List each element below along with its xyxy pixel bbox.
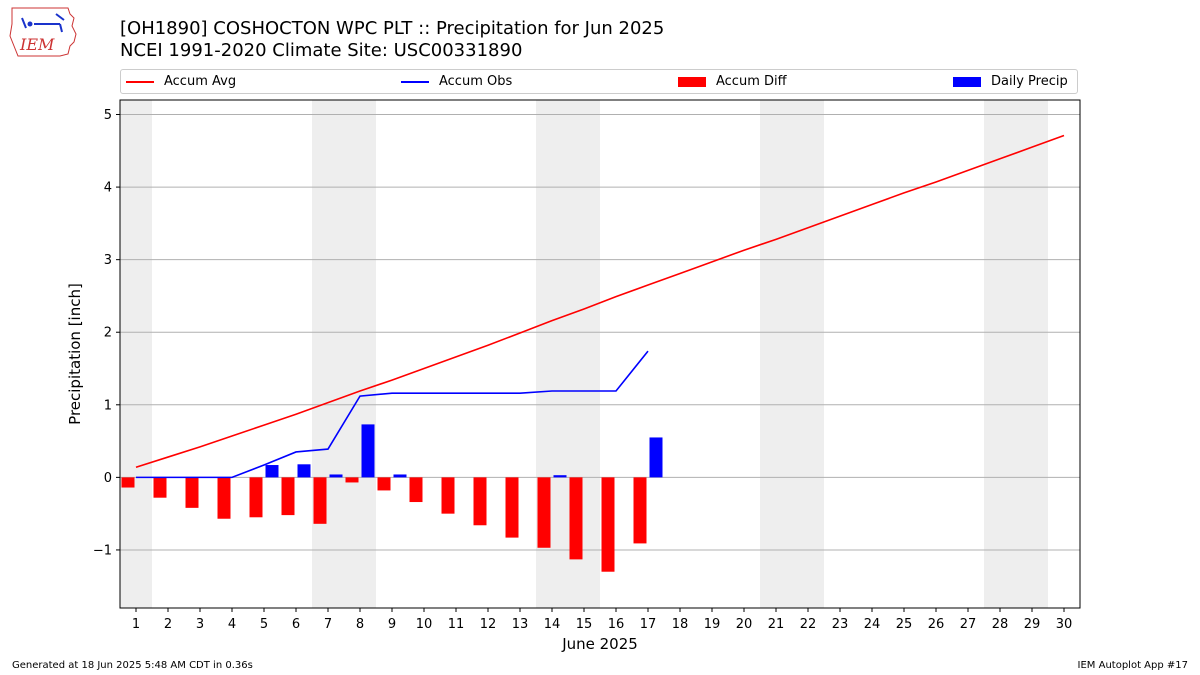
logo-text: IEM <box>19 35 55 54</box>
diff-bar <box>281 477 295 516</box>
diff-bar <box>345 477 359 483</box>
daily-precip-bar <box>329 474 343 478</box>
x-tick-label: 23 <box>832 617 849 632</box>
legend-swatch-daily <box>953 76 981 87</box>
accum-avg-line <box>135 134 1065 468</box>
diff-bar <box>249 477 263 518</box>
y-tick-label: 3 <box>104 253 112 268</box>
x-tick-label: 29 <box>1024 617 1041 632</box>
x-tick-label: 5 <box>260 617 268 632</box>
y-tick-label: −1 <box>93 543 112 558</box>
legend-swatch-diff <box>678 76 706 87</box>
legend-item-accum-diff: Accum Diff <box>678 70 787 93</box>
y-tick-label: 4 <box>104 181 112 196</box>
diff-bar <box>153 477 167 498</box>
legend-swatch-obs <box>401 80 429 83</box>
x-tick-label: 12 <box>480 617 497 632</box>
generated-note: Generated at 18 Jun 2025 5:48 AM CDT in … <box>12 660 253 671</box>
x-tick-label: 4 <box>228 617 236 632</box>
weekend-band <box>760 100 824 608</box>
diff-bar <box>601 477 615 572</box>
weekend-band <box>120 100 152 608</box>
diff-bar <box>441 477 455 514</box>
x-tick-label: 28 <box>992 617 1009 632</box>
legend-item-accum-obs: Accum Obs <box>401 70 512 93</box>
diff-bar <box>313 477 327 524</box>
x-tick-label: 2 <box>164 617 172 632</box>
daily-precip-bar <box>649 437 663 478</box>
x-tick-label: 18 <box>672 617 689 632</box>
legend-label-accum-diff: Accum Diff <box>716 74 787 89</box>
app-note: IEM Autoplot App #17 <box>1077 660 1188 671</box>
x-tick-label: 14 <box>544 617 561 632</box>
weekend-band <box>312 100 376 608</box>
legend-swatch-avg <box>126 80 154 83</box>
x-tick-label: 17 <box>640 617 657 632</box>
y-tick-label: 0 <box>104 471 112 486</box>
x-tick-label: 16 <box>608 617 625 632</box>
diff-bar <box>473 477 487 526</box>
legend-item-accum-avg: Accum Avg <box>126 70 236 93</box>
x-tick-label: 13 <box>512 617 529 632</box>
legend-label-accum-obs: Accum Obs <box>439 74 513 89</box>
daily-precip-bar <box>393 474 407 478</box>
diff-bar <box>409 477 423 503</box>
x-tick-label: 27 <box>960 617 977 632</box>
diff-bar <box>217 477 231 519</box>
x-tick-label: 30 <box>1056 617 1073 632</box>
x-axis-label: June 2025 <box>561 635 638 653</box>
diff-bar <box>121 477 135 488</box>
x-tick-label: 21 <box>768 617 785 632</box>
title-line-1: [OH1890] COSHOCTON WPC PLT :: Precipitat… <box>120 18 665 39</box>
x-tick-label: 8 <box>356 617 364 632</box>
legend-item-daily-precip: Daily Precip <box>953 70 1068 93</box>
x-tick-label: 1 <box>132 617 140 632</box>
daily-precip-bar <box>265 465 279 478</box>
diff-bar <box>537 477 551 548</box>
legend-label-accum-avg: Accum Avg <box>164 74 237 89</box>
iem-logo: IEM <box>9 7 77 57</box>
x-tick-label: 6 <box>292 617 300 632</box>
x-tick-label: 20 <box>736 617 753 632</box>
daily-precip-bar <box>553 475 567 478</box>
x-tick-label: 26 <box>928 617 945 632</box>
accum-obs-line <box>136 350 649 479</box>
x-tick-label: 10 <box>416 617 433 632</box>
diff-bar <box>569 477 583 560</box>
plot-frame <box>119 99 1081 609</box>
x-tick-label: 22 <box>800 617 817 632</box>
chart-legend: Accum Avg Accum Obs Accum Diff Daily Pre… <box>120 69 1078 94</box>
x-tick-label: 15 <box>576 617 593 632</box>
x-tick-label: 11 <box>448 617 465 632</box>
x-tick-label: 25 <box>896 617 913 632</box>
y-tick-label: 1 <box>104 398 112 413</box>
y-tick-label: 5 <box>104 108 112 123</box>
diff-bar <box>633 477 647 544</box>
x-tick-label: 9 <box>388 617 396 632</box>
diff-bar <box>185 477 199 508</box>
y-tick-label: 2 <box>104 326 112 341</box>
daily-precip-bar <box>361 424 375 478</box>
daily-precip-bar <box>297 464 311 478</box>
x-tick-label: 24 <box>864 617 881 632</box>
weekend-band <box>984 100 1048 608</box>
title-line-2: NCEI 1991-2020 Climate Site: USC00331890 <box>120 40 523 61</box>
x-tick-label: 19 <box>704 617 721 632</box>
diff-bar <box>505 477 519 538</box>
y-axis-label: Precipitation [inch] <box>66 283 84 425</box>
diff-bar <box>377 477 391 491</box>
x-tick-label: 7 <box>324 617 332 632</box>
x-tick-label: 3 <box>196 617 204 632</box>
legend-label-daily-precip: Daily Precip <box>991 74 1068 89</box>
chart-title: [OH1890] COSHOCTON WPC PLT :: Precipitat… <box>120 18 664 62</box>
